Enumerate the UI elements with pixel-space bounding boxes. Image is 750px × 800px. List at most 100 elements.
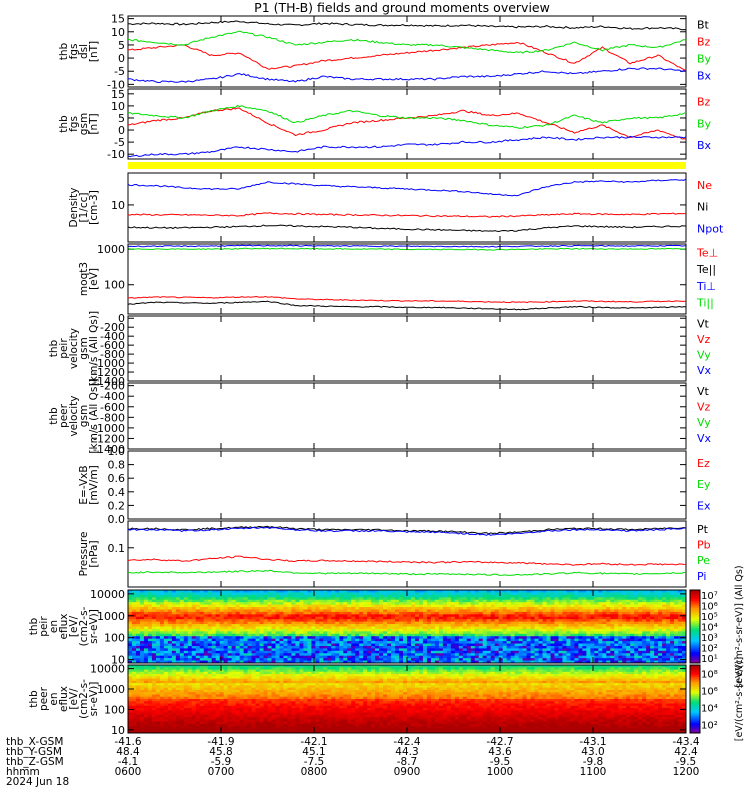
heatmap-cell <box>135 621 141 625</box>
heatmap-cell <box>323 611 328 615</box>
heatmap-cell <box>458 658 464 661</box>
heatmap-cell <box>438 619 444 623</box>
heatmap-cell <box>339 602 344 605</box>
heatmap-cell <box>243 594 248 598</box>
heatmap-cell <box>363 660 368 664</box>
heatmap-cell <box>315 643 320 647</box>
heatmap-cell <box>407 597 412 601</box>
heatmap-cell <box>426 650 432 654</box>
heatmap-cell <box>462 597 468 601</box>
heatmap-cell <box>207 616 213 620</box>
heatmap-cell <box>259 607 264 610</box>
heatmap-cell <box>554 648 559 652</box>
heatmap-cell <box>610 611 615 615</box>
heatmap-cell <box>143 609 149 613</box>
heatmap-cell <box>287 631 292 635</box>
heatmap-cell <box>642 592 647 596</box>
heatmap-cell <box>682 633 687 637</box>
heatmap-cell <box>674 626 679 630</box>
heatmap-cell <box>235 628 240 632</box>
heatmap-cell <box>399 641 404 644</box>
heatmap-cell <box>403 616 408 620</box>
heatmap-cell <box>407 636 412 640</box>
heatmap-cell <box>199 594 205 598</box>
heatmap-cell <box>578 599 583 603</box>
heatmap-cell <box>434 597 440 601</box>
heatmap-cell <box>482 643 488 647</box>
heatmap-cell <box>638 597 643 601</box>
heatmap-cell <box>207 597 213 601</box>
heatmap-cell <box>618 621 623 625</box>
heatmap-cell <box>175 655 181 659</box>
heatmap-cell <box>670 667 675 670</box>
heatmap-cell <box>462 599 468 603</box>
heatmap-cell <box>530 633 535 637</box>
heatmap-cell <box>610 667 615 670</box>
heatmap-cell <box>502 604 508 608</box>
heatmap-cell <box>231 653 237 657</box>
heatmap-cell <box>319 609 324 613</box>
heatmap-cell <box>279 636 284 640</box>
heatmap-cell <box>526 619 531 623</box>
heatmap-cell <box>243 614 248 618</box>
heatmap-cell <box>462 609 468 613</box>
heatmap-cell <box>347 633 352 637</box>
heatmap-cell <box>179 636 185 640</box>
heatmap-cell <box>359 653 364 657</box>
heatmap-cell <box>682 643 687 647</box>
heatmap-cell <box>128 671 133 675</box>
heatmap-cell <box>251 604 256 608</box>
heatmap-cell <box>335 633 340 637</box>
heatmap-cell <box>159 669 165 673</box>
heatmap-cell <box>179 614 185 618</box>
panel-frame <box>127 88 687 160</box>
heatmap-cell <box>387 631 392 635</box>
heatmap-cell <box>155 594 161 598</box>
heatmap-cell <box>279 590 284 593</box>
heatmap-cell <box>662 614 667 618</box>
heatmap-cell <box>247 641 252 644</box>
heatmap-cell <box>422 626 428 630</box>
heatmap-cell <box>586 619 591 623</box>
heatmap-cell <box>407 653 412 657</box>
heatmap-cell <box>542 607 547 610</box>
heatmap-cell <box>363 645 368 649</box>
heatmap-cell <box>283 653 288 657</box>
heatmap-cell <box>514 631 519 635</box>
heatmap-cell <box>247 597 252 601</box>
heatmap-cell <box>235 597 240 601</box>
heatmap-cell <box>311 604 316 608</box>
heatmap-cell <box>446 604 452 608</box>
heatmap-cell <box>371 599 376 603</box>
heatmap-cell <box>638 594 643 598</box>
heatmap-cell <box>323 624 328 627</box>
heatmap-cell <box>510 669 516 673</box>
heatmap-cell <box>414 616 420 620</box>
heatmap-cell <box>307 631 312 635</box>
heatmap-cell <box>207 650 213 654</box>
heatmap-cell <box>466 645 472 649</box>
heatmap-cell <box>502 602 508 605</box>
heatmap-cell <box>606 643 611 647</box>
heatmap-cell <box>199 667 205 670</box>
heatmap-cell <box>626 607 631 610</box>
legend-entry: Bx <box>697 69 712 82</box>
heatmap-cell <box>430 650 436 654</box>
heatmap-cell <box>522 597 527 601</box>
heatmap-cell <box>291 614 296 618</box>
heatmap-cell <box>470 653 476 657</box>
heatmap-cell <box>526 655 531 659</box>
heatmap-cell <box>606 658 611 661</box>
heatmap-cell <box>594 592 599 596</box>
heatmap-cell <box>662 592 667 596</box>
heatmap-cell <box>271 643 276 647</box>
heatmap-cell <box>646 599 651 603</box>
heatmap-cell <box>454 621 460 625</box>
heatmap-cell <box>155 597 161 601</box>
y-axis-title: gsm <box>78 113 90 135</box>
heatmap-cell <box>243 671 248 675</box>
heatmap-cell <box>670 590 675 593</box>
heatmap-cell <box>263 633 268 637</box>
heatmap-cell <box>558 628 563 632</box>
heatmap-cell <box>271 648 276 652</box>
